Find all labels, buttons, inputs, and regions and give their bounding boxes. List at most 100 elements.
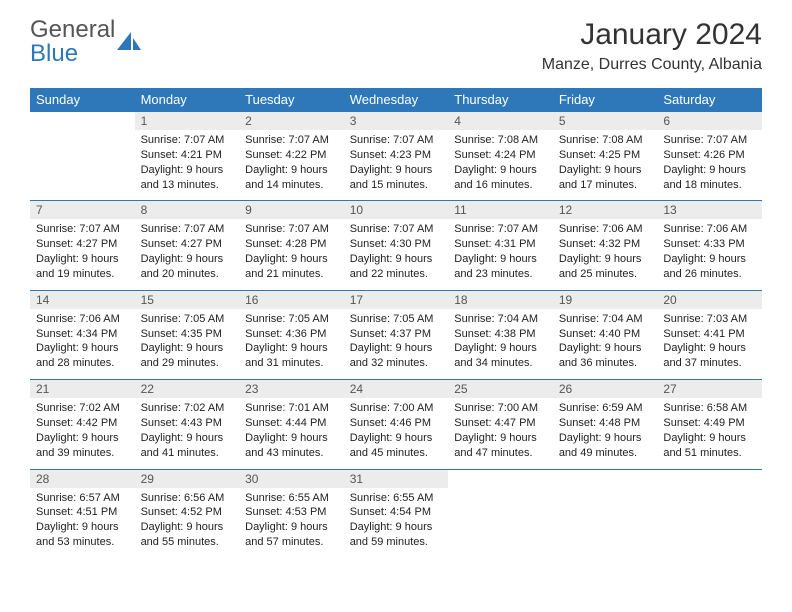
day-number-cell: 23 [239, 380, 344, 399]
location: Manze, Durres County, Albania [542, 56, 762, 74]
day-dl2: and 21 minutes. [245, 267, 338, 282]
day-sunrise: Sunrise: 7:07 AM [36, 222, 129, 237]
day-sunrise: Sunrise: 7:02 AM [36, 401, 129, 416]
day-dl2: and 13 minutes. [141, 178, 234, 193]
day-sunset: Sunset: 4:44 PM [245, 416, 338, 431]
day-dl2: and 20 minutes. [141, 267, 234, 282]
day-content-cell: Sunrise: 7:07 AMSunset: 4:28 PMDaylight:… [239, 219, 344, 290]
day-dl1: Daylight: 9 hours [663, 252, 756, 267]
day-sunrise: Sunrise: 7:06 AM [559, 222, 652, 237]
day-number-cell: 26 [553, 380, 658, 399]
day-number-row: 78910111213 [30, 201, 762, 220]
day-number-cell: 20 [657, 290, 762, 309]
day-number-cell: 17 [344, 290, 449, 309]
day-number-cell: 5 [553, 112, 658, 131]
day-sunrise: Sunrise: 7:07 AM [454, 222, 547, 237]
day-number-cell: 2 [239, 112, 344, 131]
day-dl1: Daylight: 9 hours [245, 163, 338, 178]
weekday-header: Monday [135, 88, 240, 112]
day-number-cell: 25 [448, 380, 553, 399]
day-dl1: Daylight: 9 hours [141, 431, 234, 446]
day-content-cell: Sunrise: 6:56 AMSunset: 4:52 PMDaylight:… [135, 488, 240, 558]
day-number-cell: 3 [344, 112, 449, 131]
day-dl1: Daylight: 9 hours [36, 252, 129, 267]
day-dl2: and 19 minutes. [36, 267, 129, 282]
day-content-cell: Sunrise: 7:06 AMSunset: 4:34 PMDaylight:… [30, 309, 135, 380]
day-sunset: Sunset: 4:33 PM [663, 237, 756, 252]
day-content-cell: Sunrise: 7:08 AMSunset: 4:25 PMDaylight:… [553, 130, 658, 201]
day-content-cell [657, 488, 762, 558]
day-dl1: Daylight: 9 hours [559, 431, 652, 446]
logo-general: General [30, 16, 115, 43]
day-content-cell: Sunrise: 6:59 AMSunset: 4:48 PMDaylight:… [553, 398, 658, 469]
day-sunset: Sunset: 4:31 PM [454, 237, 547, 252]
day-sunrise: Sunrise: 6:57 AM [36, 491, 129, 506]
day-sunset: Sunset: 4:40 PM [559, 327, 652, 342]
weekday-header-row: Sunday Monday Tuesday Wednesday Thursday… [30, 88, 762, 112]
day-dl2: and 39 minutes. [36, 446, 129, 461]
day-sunset: Sunset: 4:47 PM [454, 416, 547, 431]
day-number-cell: 22 [135, 380, 240, 399]
calendar-table: Sunday Monday Tuesday Wednesday Thursday… [30, 88, 762, 558]
day-sunset: Sunset: 4:41 PM [663, 327, 756, 342]
day-content-cell: Sunrise: 7:07 AMSunset: 4:26 PMDaylight:… [657, 130, 762, 201]
day-number-cell [30, 112, 135, 131]
day-number-cell: 18 [448, 290, 553, 309]
day-dl1: Daylight: 9 hours [245, 431, 338, 446]
day-sunset: Sunset: 4:22 PM [245, 148, 338, 163]
title-block: January 2024 Manze, Durres County, Alban… [542, 18, 762, 74]
day-dl1: Daylight: 9 hours [141, 252, 234, 267]
day-content-row: Sunrise: 7:07 AMSunset: 4:27 PMDaylight:… [30, 219, 762, 290]
day-sunrise: Sunrise: 7:03 AM [663, 312, 756, 327]
day-content-cell [448, 488, 553, 558]
month-title: January 2024 [542, 18, 762, 52]
day-number-cell: 15 [135, 290, 240, 309]
logo: General Blue [30, 18, 143, 66]
day-dl1: Daylight: 9 hours [141, 163, 234, 178]
day-sunrise: Sunrise: 7:07 AM [350, 222, 443, 237]
day-sunrise: Sunrise: 7:07 AM [245, 133, 338, 148]
day-content-cell: Sunrise: 7:07 AMSunset: 4:31 PMDaylight:… [448, 219, 553, 290]
day-dl2: and 51 minutes. [663, 446, 756, 461]
day-dl1: Daylight: 9 hours [454, 431, 547, 446]
day-sunrise: Sunrise: 7:04 AM [559, 312, 652, 327]
day-number-cell: 9 [239, 201, 344, 220]
day-content-cell: Sunrise: 7:04 AMSunset: 4:40 PMDaylight:… [553, 309, 658, 380]
day-number-cell: 31 [344, 469, 449, 488]
day-dl2: and 17 minutes. [559, 178, 652, 193]
day-number-cell: 14 [30, 290, 135, 309]
day-sunrise: Sunrise: 7:07 AM [141, 222, 234, 237]
day-sunrise: Sunrise: 6:56 AM [141, 491, 234, 506]
day-sunset: Sunset: 4:48 PM [559, 416, 652, 431]
day-content-cell: Sunrise: 7:07 AMSunset: 4:30 PMDaylight:… [344, 219, 449, 290]
day-number-cell: 13 [657, 201, 762, 220]
day-dl2: and 32 minutes. [350, 356, 443, 371]
day-dl2: and 15 minutes. [350, 178, 443, 193]
day-dl1: Daylight: 9 hours [141, 520, 234, 535]
day-content-cell: Sunrise: 7:05 AMSunset: 4:37 PMDaylight:… [344, 309, 449, 380]
day-sunrise: Sunrise: 7:00 AM [454, 401, 547, 416]
day-sunrise: Sunrise: 7:07 AM [350, 133, 443, 148]
day-dl2: and 29 minutes. [141, 356, 234, 371]
day-content-cell: Sunrise: 6:55 AMSunset: 4:54 PMDaylight:… [344, 488, 449, 558]
day-dl2: and 49 minutes. [559, 446, 652, 461]
day-content-cell: Sunrise: 7:03 AMSunset: 4:41 PMDaylight:… [657, 309, 762, 380]
day-sunset: Sunset: 4:23 PM [350, 148, 443, 163]
day-dl2: and 41 minutes. [141, 446, 234, 461]
day-content-cell: Sunrise: 7:07 AMSunset: 4:27 PMDaylight:… [30, 219, 135, 290]
day-dl2: and 53 minutes. [36, 535, 129, 550]
day-sunrise: Sunrise: 6:55 AM [245, 491, 338, 506]
day-number-cell: 12 [553, 201, 658, 220]
day-content-cell: Sunrise: 7:07 AMSunset: 4:21 PMDaylight:… [135, 130, 240, 201]
day-number-cell [657, 469, 762, 488]
day-content-cell: Sunrise: 7:07 AMSunset: 4:27 PMDaylight:… [135, 219, 240, 290]
weekday-header: Thursday [448, 88, 553, 112]
weekday-header: Tuesday [239, 88, 344, 112]
day-sunset: Sunset: 4:51 PM [36, 505, 129, 520]
day-dl1: Daylight: 9 hours [350, 163, 443, 178]
day-dl1: Daylight: 9 hours [454, 341, 547, 356]
day-sunrise: Sunrise: 7:08 AM [559, 133, 652, 148]
day-content-row: Sunrise: 7:06 AMSunset: 4:34 PMDaylight:… [30, 309, 762, 380]
day-dl2: and 14 minutes. [245, 178, 338, 193]
day-sunset: Sunset: 4:26 PM [663, 148, 756, 163]
